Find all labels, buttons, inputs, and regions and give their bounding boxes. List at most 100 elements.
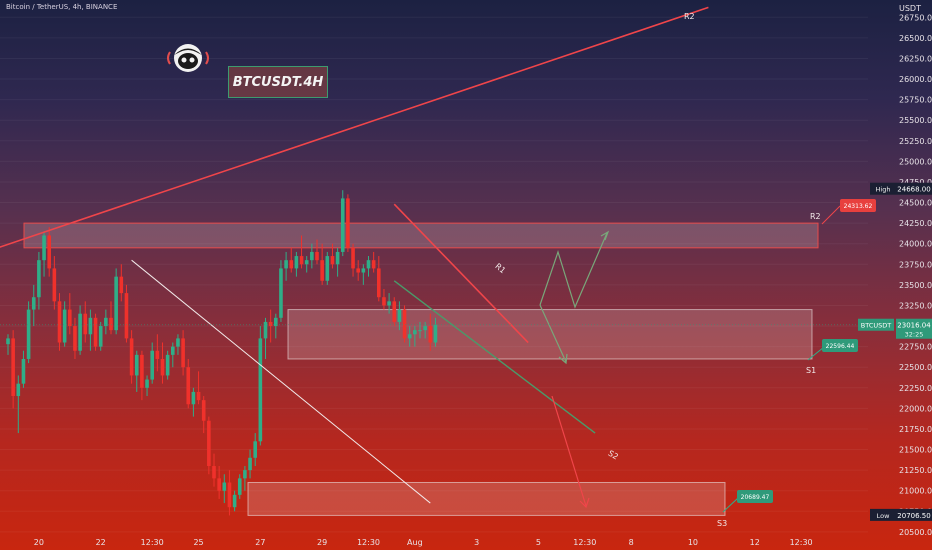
r2-trendline-label: R2 [684,12,695,21]
current-countdown: 32:25 [905,331,924,339]
price-axis-tick-label: 22000.00 [899,404,932,413]
candle-body [62,309,67,343]
price-tags: High 24668.00 Low 20706.50 BTCUSDT 23016.0432… [0,182,932,521]
candle-body [279,268,283,318]
price-axis-tick-label: 23500.00 [899,281,932,290]
candle-body [176,338,180,347]
r2-tag-pointer [821,205,841,225]
candle-body [140,354,144,388]
s3-price-tag [737,490,773,503]
candle-body [212,466,216,479]
symbol-watermark: BTCUSDT.4H [228,66,328,98]
candle-body [160,358,165,376]
support-resistance-zones [23,222,819,516]
time-axis-tick-label: 12:30 [141,538,164,547]
candle-body [52,268,57,302]
candle-body [330,256,335,265]
price-axis-tick-label: 25500.00 [899,116,932,125]
s1-price-tag [822,339,858,352]
time-axis-tick-label: 8 [629,538,634,547]
time-axis-tick-label: 10 [688,538,698,547]
time-axis-tick-label: 27 [255,538,265,547]
candle-body [294,256,299,269]
price-axis-tick-label: 26250.00 [899,54,932,63]
low-tag-label-bg [870,508,896,521]
candle-body [392,301,397,322]
projection-path-bear [551,395,587,507]
candle-body [207,420,211,467]
candle-body [6,338,10,345]
s1-price-tag-text: 22596.44 [826,343,855,350]
price-axis-tick-label: 22500.00 [899,363,932,372]
candle-body [98,326,103,347]
projection-path-up [539,232,608,309]
price-axis-tick-label: 25250.00 [899,137,932,146]
price-zone [23,222,819,249]
r2-price-tag-text: 24313.62 [844,203,873,210]
s3-tag-pointer [722,497,739,513]
time-axis-tick-label: 5 [536,538,541,547]
r2-zone-label: R2 [810,212,821,221]
time-axis-tick-label: 12 [750,538,760,547]
candle-body [284,260,288,269]
candle-body [382,297,386,306]
high-tag-value: 24668.00 [897,186,930,194]
r2-trendline [0,6,709,248]
candle-body [402,309,407,339]
price-axis-tick-label: 24250.00 [899,219,932,228]
time-axis-tick-label: 25 [193,538,203,547]
time-axis-tick-label: 3 [474,538,479,547]
candle-body [268,321,273,327]
price-axis-tick-label: 23250.00 [899,301,932,310]
candle-body [304,260,309,265]
candle-body [397,309,402,322]
candle-body [258,338,263,442]
time-axis[interactable]: 20 22 12:30 25 27 29 12:30 Aug 3 5 12:30 8 10 12 12:30 [34,538,813,547]
candle-body [377,268,381,298]
candle-body [371,260,376,269]
s1-label: S1 [806,366,816,375]
candle-body [145,379,149,388]
time-axis-tick-label: 22 [96,538,106,547]
candle-body [155,350,160,359]
price-axis-tick-label: 22750.00 [899,343,932,352]
candle-body [26,309,31,359]
chart-annotations: R2 R2 R1 S1 S2 S3 24313.62 22596.44 20689.47 [493,12,876,528]
candle-body [413,330,417,335]
descending-diagonal-line [131,259,431,504]
price-zone [247,481,726,516]
candle-body [37,260,41,298]
candle-body [325,256,330,281]
price-axis-tick-label: 26500.00 [899,34,932,43]
candle-body [248,457,252,471]
candle-body [191,391,196,405]
low-tag-value-bg [896,508,932,521]
candle-body [57,301,62,343]
time-axis-tick-label: Aug [407,538,423,547]
price-axis-tick-label: 21500.00 [899,446,932,455]
low-tag-label: Low [877,512,890,520]
candle-body [68,309,72,327]
candle-body [78,313,82,351]
symbol-header: Bitcoin / TetherUS, 4h, BINANCE [6,3,118,11]
price-axis-tick-label: 24750.00 [899,178,932,187]
price-axis-tick-label: 21750.00 [899,425,932,434]
projection-arrowhead-mid [558,353,568,365]
candle-body [340,198,345,252]
candle-body [11,338,15,397]
time-axis-tick-label: 29 [317,538,327,547]
candle-body [104,317,108,327]
trend-lines [0,6,709,509]
candle-body [299,256,304,265]
price-zone [287,309,813,360]
current-price-bg [896,318,932,339]
watermark-text: BTCUSDT.4H [232,74,324,90]
candle-body [274,317,278,327]
low-tag-value: 20706.50 [897,512,930,520]
s3-label: S3 [717,519,727,528]
candle-body [356,268,360,273]
s3-price-tag-text: 20689.47 [741,494,770,501]
s2-label: S2 [607,449,620,462]
